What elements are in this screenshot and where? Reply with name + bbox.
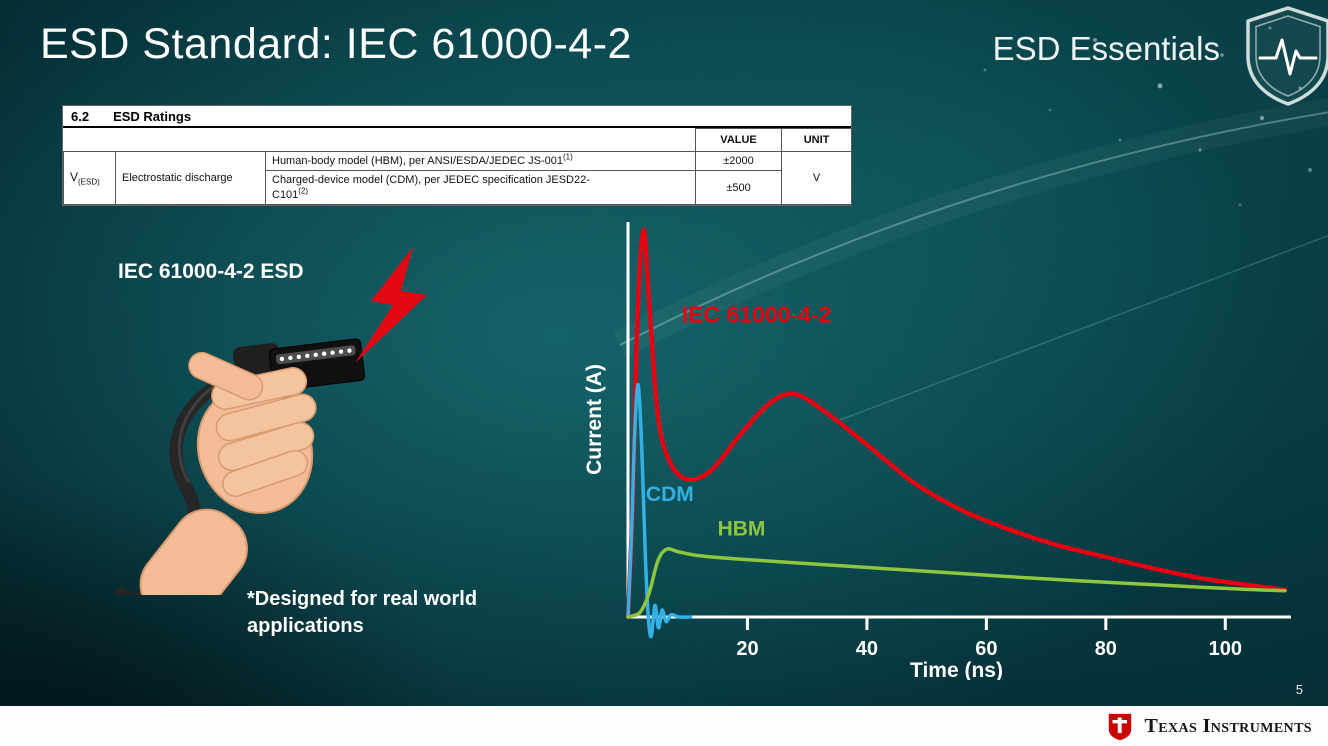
series-label: HBM (718, 518, 766, 541)
parameter-cell: Electrostatic discharge (115, 151, 266, 205)
y-axis-label: Current (A) (585, 364, 606, 475)
table-header-row: VALUE UNIT (64, 128, 853, 152)
forearm (139, 508, 248, 595)
connector-pins (279, 348, 352, 362)
hbm-description: Human-body model (HBM), per ANSI/ESDA/JE… (264, 150, 697, 172)
series-label: IEC 61000-4-2 (682, 302, 832, 328)
hbm-value: ±2000 (695, 150, 783, 172)
lightning-bolt-icon (355, 247, 427, 363)
unit-cell: V (781, 151, 853, 205)
value-header: VALUE (695, 128, 783, 152)
cdm-description: Charged-device model (CDM), per JEDEC sp… (264, 170, 697, 205)
footer-bar: Texas Instruments (0, 706, 1328, 746)
x-tick-label: 100 (1209, 638, 1242, 660)
series-HBM (626, 547, 1287, 619)
x-tick-label: 20 (736, 638, 758, 660)
x-tick-label: 60 (975, 638, 997, 660)
series-CDM (626, 382, 693, 639)
cdm-value: ±500 (695, 170, 783, 205)
thumb (188, 351, 264, 401)
table-row: Charged-device model (CDM), per JEDEC sp… (64, 170, 852, 205)
shield-pulse-icon (1246, 6, 1328, 106)
ti-logo (1109, 713, 1132, 741)
program-title: ESD Essentials (992, 30, 1220, 67)
x-axis-label: Time (ns) (910, 659, 1003, 680)
brand-name: Texas Instruments (1144, 714, 1312, 737)
x-tick-label: 40 (856, 638, 878, 660)
illustration-caption: IEC 61000-4-2 ESD (118, 260, 304, 283)
esd-ratings-table: 6.2 ESD Ratings VALUE UNIT V(ESD) Electr… (62, 105, 853, 206)
section-title: ESD Ratings (113, 109, 192, 124)
x-tick-label: 80 (1095, 638, 1117, 660)
table-section-header: 6.2 ESD Ratings (63, 106, 851, 128)
fingers (211, 367, 317, 497)
symbol-cell: V(ESD) (63, 151, 116, 205)
series-label: CDM (646, 483, 694, 506)
page-title: ESD Standard: IEC 61000-4-2 (40, 20, 632, 68)
series-IEC 61000-4-2 (625, 227, 1288, 620)
table-row: V(ESD) Electrostatic discharge Human-bod… (63, 150, 853, 205)
hand-esd-illustration (114, 247, 427, 595)
section-number: 6.2 (71, 109, 90, 124)
page-number: 5 (1295, 682, 1303, 697)
heartbeat-line (1258, 38, 1318, 76)
unit-header: UNIT (781, 128, 853, 152)
esd-waveform-chart: 20 40 60 80 100 Time (ns) Current (A) IEC 61000… (585, 222, 1291, 680)
designed-note: *Designed for real world applications (247, 588, 478, 637)
